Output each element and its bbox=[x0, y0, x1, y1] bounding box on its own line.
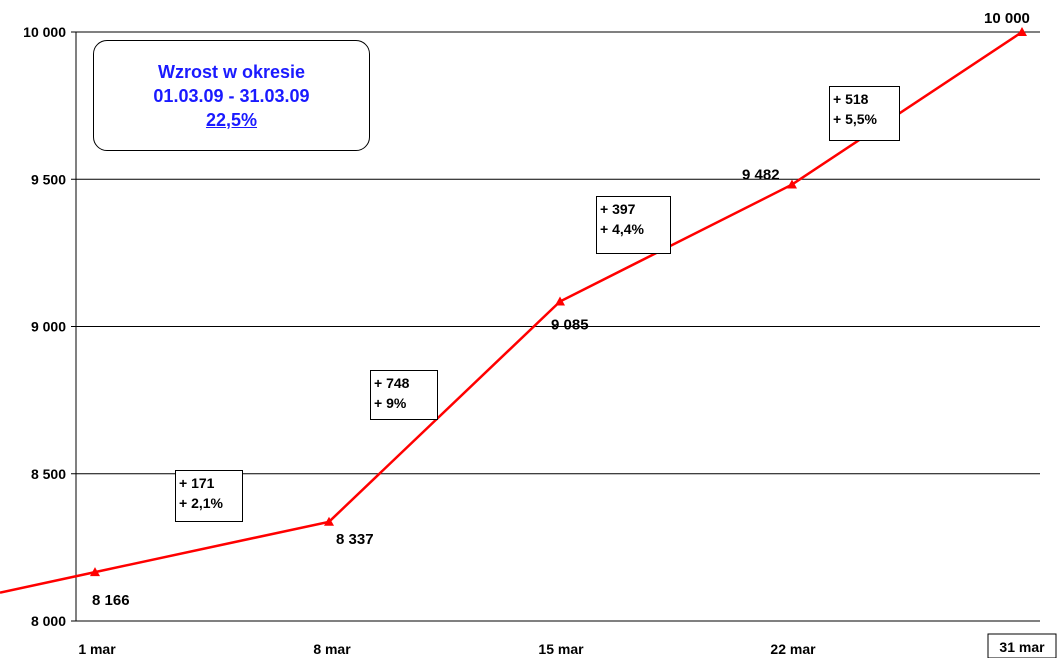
gridlines bbox=[76, 31, 1040, 475]
data-point-marker bbox=[90, 567, 100, 577]
x-tick-label: 15 mar bbox=[538, 641, 584, 657]
data-label: 8 337 bbox=[336, 531, 374, 548]
change-box-1: + 171 + 2,1% bbox=[175, 470, 243, 522]
summary-growth: 22,5% bbox=[205, 109, 258, 130]
x-axis-tick-labels: 1 mar 8 mar 15 mar 22 mar 31 mar bbox=[78, 633, 1057, 658]
summary-title: Wzrost w okresie bbox=[157, 61, 306, 82]
change-box-2: + 748 + 9% bbox=[370, 370, 438, 420]
data-label: 9 482 bbox=[742, 167, 780, 184]
x-tick-label: 8 mar bbox=[313, 641, 351, 657]
change-box-4: + 518 + 5,5% bbox=[829, 86, 900, 141]
change-abs: + 518 bbox=[833, 91, 869, 107]
x-tick-label-frame bbox=[987, 633, 1057, 658]
y-axis-tick-labels: 8 000 8 500 9 000 9 500 10 000 bbox=[23, 24, 66, 629]
data-label: 8 166 bbox=[92, 592, 130, 609]
change-abs: + 171 bbox=[179, 475, 215, 491]
change-pct: + 5,5% bbox=[833, 111, 877, 127]
data-series bbox=[0, 27, 1027, 594]
data-point-marker bbox=[324, 516, 334, 526]
series-line bbox=[0, 30, 1023, 594]
growth-summary-box: Wzrost w okresie 01.03.09 - 31.03.09 22,… bbox=[93, 40, 370, 151]
y-tick-label: 9 500 bbox=[31, 171, 66, 187]
y-tick-label: 8 000 bbox=[31, 613, 66, 629]
axes bbox=[71, 31, 1040, 622]
y-tick-label: 9 000 bbox=[31, 319, 66, 335]
change-pct: + 2,1% bbox=[179, 495, 223, 511]
x-tick-label: 22 mar bbox=[770, 641, 816, 657]
y-tick-label: 10 000 bbox=[23, 24, 66, 40]
change-pct: + 9% bbox=[374, 395, 407, 411]
data-point-marker bbox=[555, 296, 565, 306]
data-point-marker bbox=[1017, 27, 1027, 36]
data-label: 10 000 bbox=[984, 10, 1030, 27]
data-point-marker bbox=[787, 179, 797, 189]
change-abs: + 748 bbox=[374, 375, 410, 391]
change-box-3: + 397 + 4,4% bbox=[596, 196, 671, 254]
summary-period: 01.03.09 - 31.03.09 bbox=[153, 85, 310, 106]
data-labels: 8 166 8 337 9 085 9 482 10 000 bbox=[92, 10, 1030, 609]
data-label: 9 085 bbox=[551, 317, 589, 334]
x-tick-label: 1 mar bbox=[78, 641, 116, 657]
y-tick-label: 8 500 bbox=[31, 466, 66, 482]
x-tick-label: 31 mar bbox=[999, 639, 1045, 655]
change-abs: + 397 bbox=[600, 201, 636, 217]
change-pct: + 4,4% bbox=[600, 221, 644, 237]
